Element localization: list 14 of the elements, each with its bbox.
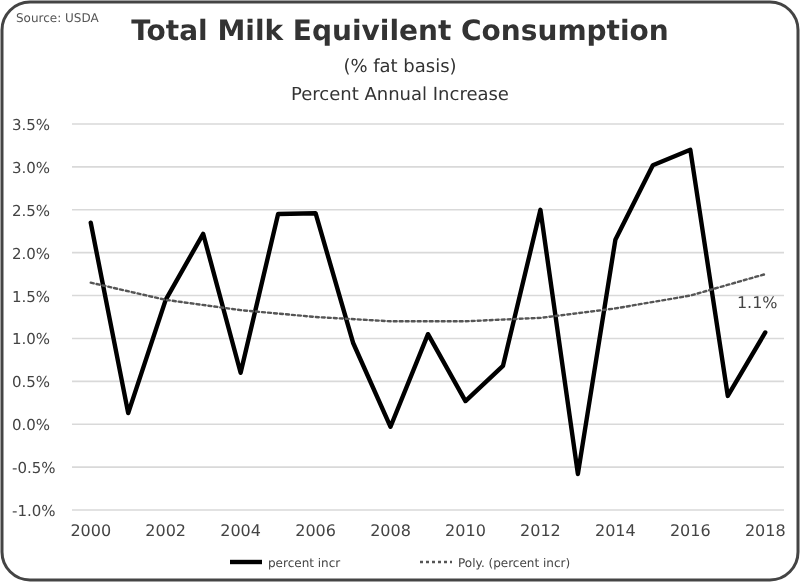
chart-title: Total Milk Equivilent Consumption: [131, 16, 669, 48]
annotation: 1.1%: [736, 294, 779, 313]
x-tick-label: 2006: [295, 522, 336, 540]
x-tick-label: 2012: [520, 522, 561, 540]
x-tick-label: 2008: [370, 522, 411, 540]
x-tick-label: 2010: [445, 522, 486, 540]
x-tick-label: 2004: [220, 522, 261, 540]
x-tick-label: 2002: [145, 522, 187, 540]
text: Percent Annual Increase: [291, 86, 510, 106]
x-tick-label: 2000: [70, 522, 112, 540]
x-tick-label: 2018: [744, 522, 786, 540]
chart-subtitle: (% fat basis): [343, 58, 457, 78]
x-tick-label: 2014: [595, 522, 636, 540]
x-tick-label: 2016: [669, 522, 711, 540]
